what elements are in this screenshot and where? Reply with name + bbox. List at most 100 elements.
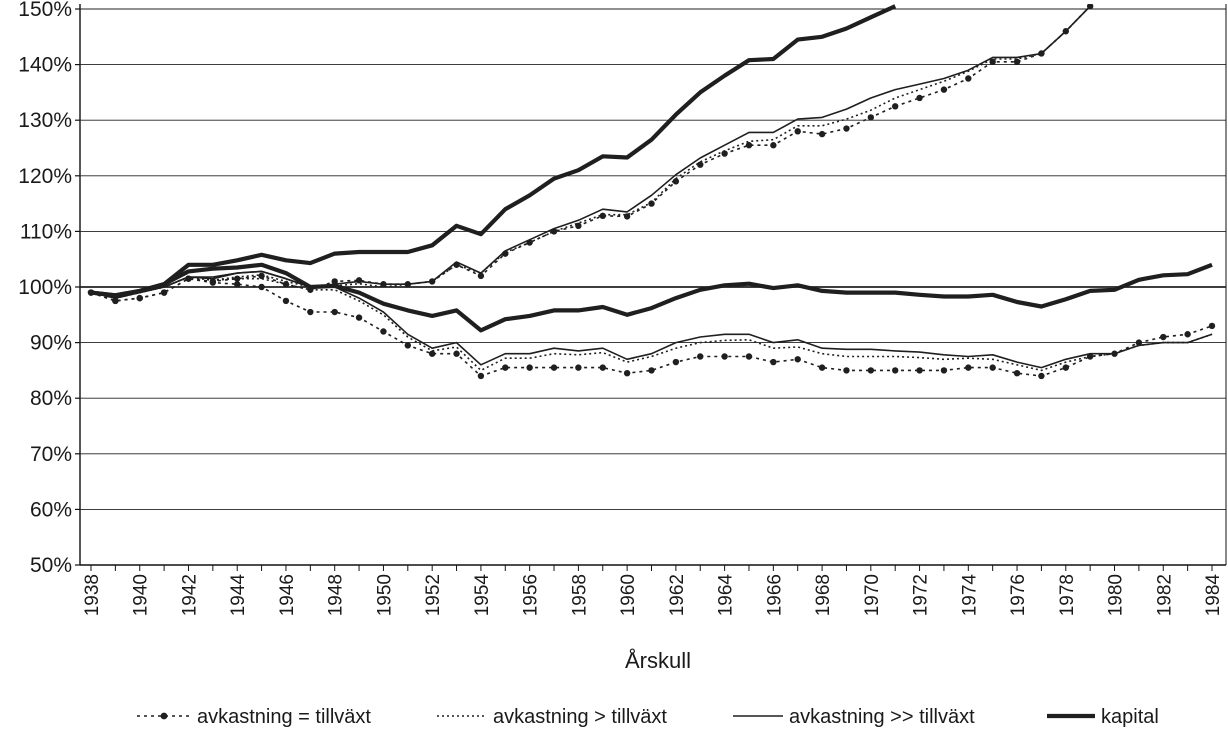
y-tick-label: 90% <box>30 332 72 355</box>
x-axis-label: Årskull <box>625 648 691 673</box>
data-point <box>160 289 168 296</box>
series-line-avkastning-tillv-xt-upper <box>90 5 1091 299</box>
data-point <box>794 356 801 363</box>
data-point <box>477 372 485 380</box>
data-point <box>1038 372 1045 380</box>
y-tick-label: 100% <box>18 276 72 299</box>
legend-label: kapital <box>1101 706 1159 728</box>
data-point <box>428 350 436 357</box>
data-point <box>745 353 753 360</box>
data-point <box>697 161 704 168</box>
data-point <box>916 367 923 374</box>
data-point <box>112 297 119 305</box>
legend-label: avkastning = tillväxt <box>197 706 371 728</box>
data-point <box>818 130 826 138</box>
x-tick-label: 1984 <box>1203 574 1224 617</box>
y-tick-label: 50% <box>30 554 72 577</box>
data-point <box>1208 322 1216 330</box>
data-point <box>575 364 582 371</box>
data-point <box>1062 364 1069 371</box>
x-tick-label: 1962 <box>667 574 688 616</box>
y-tick-label: 70% <box>30 443 72 466</box>
data-point <box>818 364 826 371</box>
data-point <box>697 353 704 360</box>
y-axis-ticks: 50% 60% 70% 80% 90% 100% 110% 120% 130% 140% 150% <box>18 0 80 577</box>
x-tick-label: 1952 <box>423 574 444 616</box>
data-point <box>1160 333 1167 341</box>
x-tick-label: 1974 <box>959 574 980 617</box>
data-point <box>770 142 777 149</box>
data-point <box>209 278 217 285</box>
data-point <box>380 328 387 335</box>
x-tick-label: 1972 <box>911 574 932 616</box>
x-tick-label: 1964 <box>716 574 737 617</box>
data-point <box>965 75 972 82</box>
data-point <box>453 350 460 357</box>
x-tick-label: 1960 <box>618 574 639 616</box>
y-tick-label: 140% <box>18 54 72 77</box>
data-point <box>648 367 655 374</box>
x-tick-label: 1954 <box>472 574 493 617</box>
x-tick-label: 1980 <box>1106 574 1127 616</box>
gridlines <box>79 4 1227 566</box>
data-point <box>623 213 631 220</box>
data-point <box>794 128 801 135</box>
data-point <box>940 367 948 374</box>
x-tick-label: 1978 <box>1057 574 1078 616</box>
legend-label: avkastning >> tillväxt <box>789 706 975 728</box>
data-point <box>721 353 728 360</box>
data-point <box>1135 339 1143 346</box>
data-point <box>770 358 777 366</box>
y-tick-label: 60% <box>30 498 72 521</box>
legend: avkastning = tillväxt avkastning > tillvä… <box>137 706 1159 728</box>
x-tick-label: 1940 <box>131 574 152 616</box>
x-tick-label: 1968 <box>813 574 834 616</box>
x-axis-ticks: 1938 1940 1942 1944 1946 1948 1950 1952 1954 1956… <box>82 565 1224 616</box>
data-point <box>867 114 875 121</box>
data-point <box>721 150 728 157</box>
data-point <box>1184 331 1191 338</box>
data-point <box>843 125 850 132</box>
x-tick-label: 1948 <box>326 574 347 616</box>
data-point <box>234 275 241 282</box>
series-line-avkastning-tillv-xt-upper <box>90 5 1091 302</box>
x-tick-label: 1942 <box>179 574 200 616</box>
data-point <box>891 367 899 374</box>
x-tick-label: 1976 <box>1008 574 1029 616</box>
x-tick-label: 1958 <box>569 574 590 616</box>
data-point <box>331 308 338 316</box>
x-tick-label: 1956 <box>521 574 542 616</box>
data-point <box>965 364 972 371</box>
data-point <box>526 364 533 371</box>
data-point <box>404 342 412 349</box>
legend-label: avkastning > tillväxt <box>493 706 667 728</box>
legend-marker <box>160 712 168 720</box>
series-line-kapital-lower <box>90 262 1213 333</box>
series-line-avkastning-tillv-xt-lower <box>90 277 1213 377</box>
x-tick-label: 1970 <box>862 574 883 616</box>
data-point <box>550 364 558 371</box>
x-tick-label: 1944 <box>228 574 249 617</box>
data-point <box>916 94 923 102</box>
data-point <box>258 272 265 280</box>
data-point <box>477 272 485 280</box>
series-line-avkastning-tillv-xt-lower <box>90 276 1213 372</box>
data-point <box>282 297 290 305</box>
data-point <box>672 178 680 185</box>
data-point <box>282 281 290 288</box>
data-point <box>1013 369 1021 377</box>
y-tick-label: 130% <box>18 109 72 132</box>
data-point <box>940 86 948 93</box>
data-point <box>648 200 655 207</box>
data-point <box>745 142 753 149</box>
data-point <box>891 103 899 110</box>
data-point <box>623 369 631 377</box>
series-line-kapital-upper <box>90 4 897 298</box>
series-lines <box>87 4 1216 380</box>
data-point <box>867 367 875 374</box>
data-point <box>307 286 314 293</box>
data-point <box>234 281 241 288</box>
data-point <box>307 308 314 316</box>
data-point <box>672 358 680 366</box>
